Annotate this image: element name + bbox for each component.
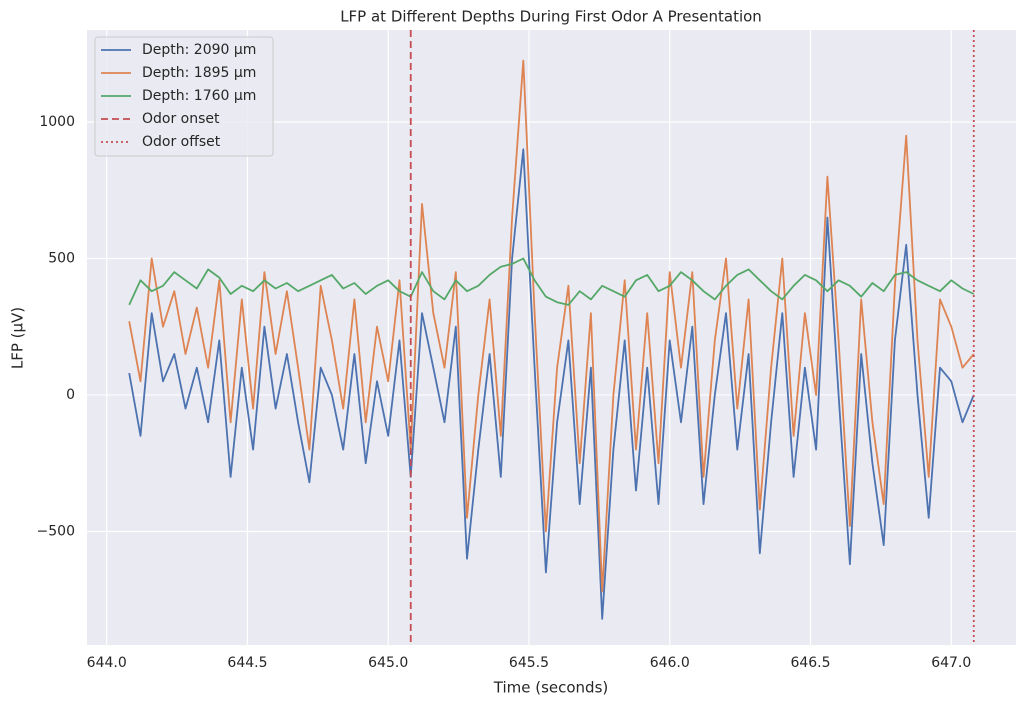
x-axis-label: Time (seconds) <box>493 679 609 697</box>
y-axis-label: LFP (µV) <box>9 307 27 369</box>
chart-title: LFP at Different Depths During First Odo… <box>340 8 762 26</box>
legend-label: Depth: 1895 µm <box>142 65 256 81</box>
legend-label: Odor offset <box>142 134 221 150</box>
x-tick-label: 647.0 <box>931 655 971 671</box>
legend-label: Depth: 2090 µm <box>142 42 256 58</box>
y-tick-label: 0 <box>66 387 75 403</box>
y-tick-label: 1000 <box>39 114 75 130</box>
x-tick-label: 644.5 <box>227 655 267 671</box>
series-line <box>128 59 975 593</box>
y-tick-label: −500 <box>37 523 75 539</box>
x-tick-label: 645.0 <box>368 655 408 671</box>
legend-label: Depth: 1760 µm <box>142 88 256 104</box>
x-tick-label: 644.0 <box>87 655 127 671</box>
x-tick-label: 646.0 <box>650 655 690 671</box>
y-tick-label: 500 <box>48 250 75 266</box>
x-tick-label: 646.5 <box>790 655 830 671</box>
series-line <box>128 148 975 620</box>
x-tick-label: 645.5 <box>509 655 549 671</box>
legend-box <box>94 36 274 157</box>
series-line <box>128 257 975 306</box>
legend-label: Odor onset <box>142 111 220 127</box>
